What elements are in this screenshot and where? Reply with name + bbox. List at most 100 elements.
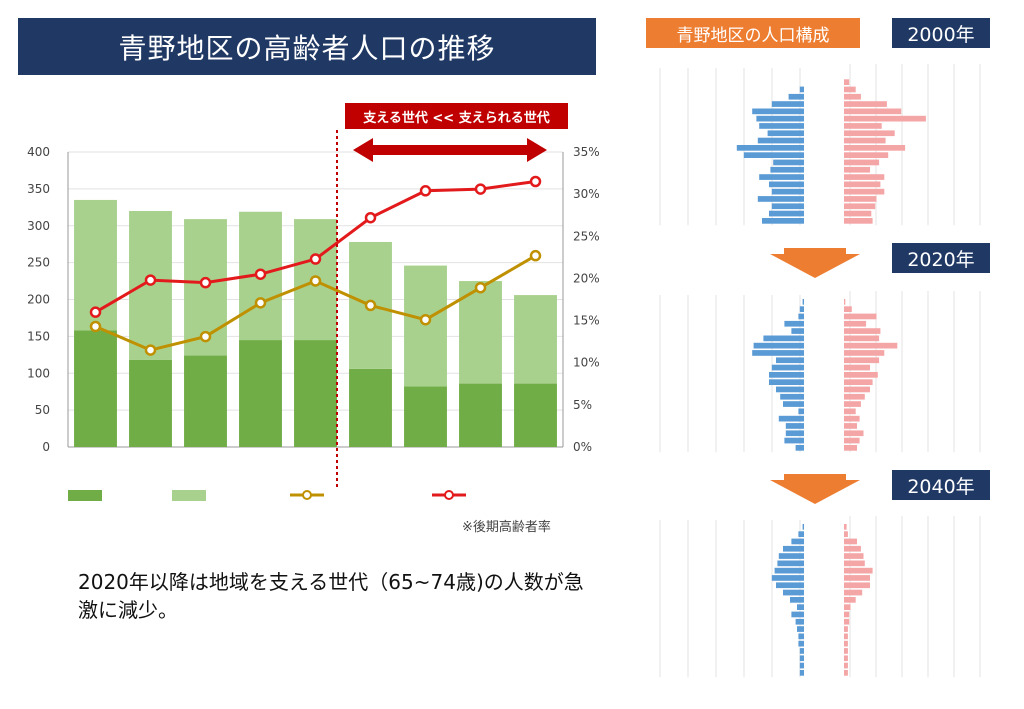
male-bar	[795, 445, 804, 451]
y-tick-label: 50	[35, 403, 50, 417]
female-bar	[844, 531, 848, 537]
bar-65-74	[184, 355, 227, 447]
female-bar	[844, 386, 870, 393]
bar-75-plus	[404, 265, 447, 387]
male-bar	[799, 648, 804, 654]
female-bar	[844, 401, 861, 407]
female-bar	[844, 560, 865, 567]
line-point	[529, 249, 542, 262]
female-bar	[844, 423, 857, 429]
female-bar	[844, 589, 863, 596]
male-bar	[776, 386, 804, 393]
female-bar	[844, 415, 860, 422]
male-bar	[771, 364, 804, 371]
male-bar	[797, 604, 804, 610]
female-bar	[844, 379, 873, 385]
line-point	[364, 211, 377, 224]
male-bar	[783, 401, 804, 407]
female-bar	[844, 313, 877, 320]
male-bar	[763, 335, 804, 342]
female-bar	[844, 604, 851, 610]
y2-tick-label: 10%	[573, 356, 600, 370]
female-bar	[844, 166, 870, 173]
male-bar	[743, 152, 804, 158]
male-bar	[752, 350, 804, 356]
female-bar	[844, 108, 902, 115]
male-bar	[769, 379, 804, 385]
down-arrow-icon	[770, 248, 860, 278]
page-title: 青野地区の高齢者人口の推移	[18, 18, 596, 75]
female-bar	[844, 188, 885, 195]
male-bar	[769, 372, 804, 378]
y-tick-label: 150	[27, 329, 50, 343]
female-bar	[844, 203, 876, 210]
male-bar	[797, 626, 804, 632]
y-tick-label: 250	[27, 256, 50, 270]
male-bar	[756, 115, 804, 122]
female-bar	[844, 123, 882, 129]
male-bar	[767, 130, 804, 137]
female-bar	[844, 545, 861, 552]
female-bar	[844, 86, 856, 93]
female-bar	[844, 582, 870, 589]
male-bar	[757, 137, 804, 144]
bar-65-74	[349, 368, 392, 447]
bar-75-plus	[459, 281, 502, 384]
population-pyramid-2020	[659, 291, 981, 453]
female-bar	[844, 670, 848, 676]
bar-65-74	[129, 359, 172, 447]
female-bar	[844, 93, 861, 100]
female-bar	[844, 567, 873, 574]
male-bar	[780, 393, 804, 400]
female-bar	[844, 655, 848, 662]
male-bar	[798, 531, 804, 537]
male-bar	[773, 159, 804, 166]
male-bar	[795, 618, 804, 625]
female-bar	[844, 210, 872, 217]
female-bar	[844, 342, 898, 349]
female-bar	[844, 393, 865, 400]
year-badge-2040: 2040年	[892, 470, 990, 500]
line-point	[199, 276, 212, 289]
male-bar	[752, 108, 804, 115]
female-bar	[844, 430, 864, 437]
female-bar	[844, 575, 870, 581]
male-bar	[784, 437, 804, 444]
female-bar	[844, 350, 885, 356]
female-bar	[844, 662, 848, 669]
line-point	[199, 330, 212, 343]
line-point	[309, 275, 322, 287]
male-bar	[759, 174, 804, 180]
y2-tick-label: 15%	[573, 314, 600, 328]
male-bar	[802, 524, 804, 530]
female-bar	[844, 597, 856, 603]
male-bar	[791, 611, 804, 618]
caption-text: 2020年以降は地域を支える世代（65~74歳)の人数が急激に減少。	[78, 570, 584, 622]
bar-65-74	[294, 340, 337, 447]
female-bar	[844, 364, 870, 371]
down-arrow-icon	[770, 474, 860, 504]
y-tick-label: 300	[27, 219, 50, 233]
male-bar	[783, 545, 804, 552]
line-point	[144, 274, 157, 286]
line-point	[144, 344, 157, 356]
y2-tick-label: 35%	[573, 145, 600, 159]
y-tick-label: 100	[27, 366, 50, 380]
male-bar	[798, 633, 804, 640]
male-bar	[736, 145, 804, 151]
line-point	[474, 281, 487, 294]
male-bar	[798, 408, 804, 415]
male-bar	[798, 313, 804, 320]
female-bar	[844, 137, 886, 144]
female-bar	[844, 335, 880, 342]
female-bar	[844, 618, 850, 625]
line-point	[89, 320, 102, 333]
bar-65-74	[459, 383, 502, 447]
y-tick-label: 200	[27, 293, 50, 307]
male-bar	[776, 582, 804, 589]
male-bar	[771, 203, 804, 210]
male-bar	[769, 210, 804, 217]
female-bar	[844, 648, 848, 654]
male-bar	[771, 188, 804, 195]
female-bar	[844, 408, 856, 415]
